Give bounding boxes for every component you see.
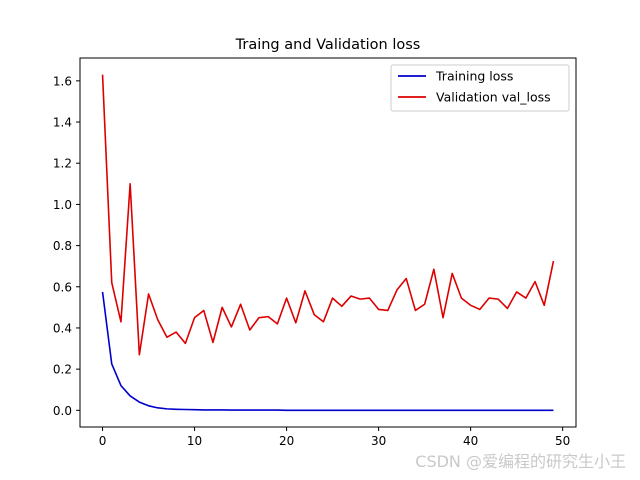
x-tick-label: 0 (99, 434, 107, 448)
chart-title: Traing and Validation loss (235, 37, 421, 53)
y-tick-label: 1.0 (53, 198, 72, 212)
series-line-1 (101, 74, 555, 356)
y-tick-label: 1.2 (53, 157, 72, 171)
plot-frame (79, 57, 577, 428)
y-tick-label: 1.6 (53, 74, 72, 88)
y-tick-label: 0.8 (53, 239, 72, 253)
series-lines (101, 74, 555, 412)
x-tick-label: 40 (463, 434, 478, 448)
watermark-text: CSDN @爱编程的研究生小王 (415, 452, 626, 471)
x-tick-label: 50 (555, 434, 570, 448)
legend-label-validation: Validation val_loss (436, 90, 551, 105)
legend: Training loss Validation val_loss (390, 64, 570, 112)
x-axis: 0 10 20 30 40 50 (99, 427, 570, 448)
legend-label-training: Training loss (435, 69, 513, 84)
legend-box (390, 64, 570, 112)
y-tick-label: 1.4 (53, 116, 72, 130)
y-tick-label: 0.4 (53, 321, 72, 335)
x-tick-label: 30 (371, 434, 386, 448)
y-axis: 0.0 0.2 0.4 0.6 0.8 1.0 1.2 1.4 1.6 (53, 74, 80, 418)
x-tick-label: 10 (187, 434, 202, 448)
y-tick-label: 0.0 (53, 404, 72, 418)
y-tick-label: 0.6 (53, 280, 72, 294)
x-tick-label: 20 (279, 434, 294, 448)
y-tick-label: 0.2 (53, 363, 72, 377)
series-line-0 (101, 291, 554, 412)
